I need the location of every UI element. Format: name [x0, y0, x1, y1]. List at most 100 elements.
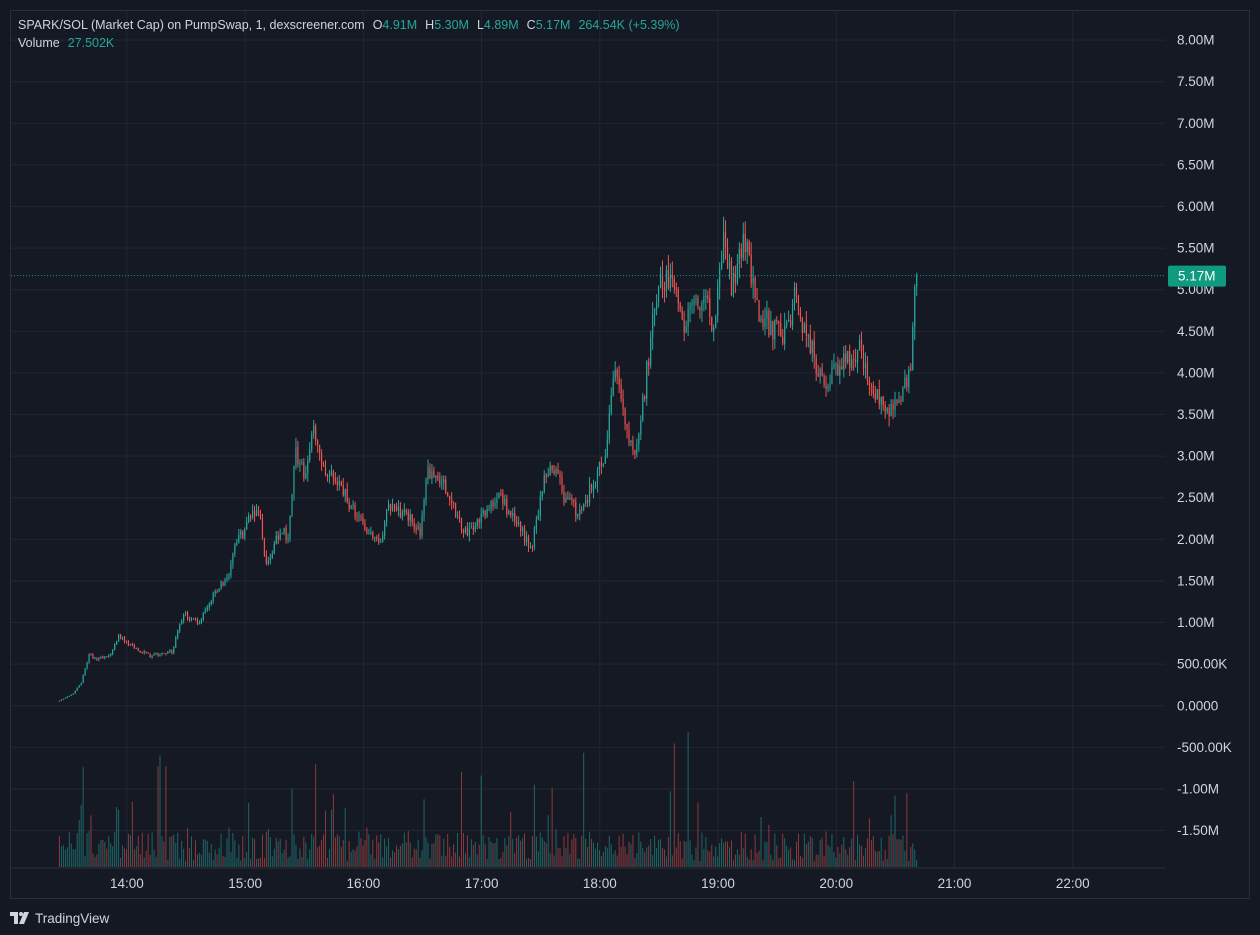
volume-bar: [414, 849, 415, 867]
candle-body: [146, 652, 147, 653]
volume-bar: [299, 848, 300, 867]
volume-bar: [889, 836, 890, 867]
volume-bar: [764, 842, 765, 867]
volume-bar: [565, 848, 566, 867]
candle-body: [668, 270, 669, 288]
candle-body: [358, 517, 359, 518]
candle-body: [347, 489, 348, 502]
candle-body: [496, 498, 497, 503]
volume-bar: [100, 840, 101, 867]
volume-bar: [270, 837, 271, 867]
volume-bar: [731, 841, 732, 867]
candle-body: [640, 421, 641, 434]
candle-body: [270, 558, 271, 560]
candle-body: [169, 651, 170, 652]
candle-body: [311, 434, 312, 449]
y-tick-label: 1.00M: [1177, 615, 1215, 630]
candle-body: [764, 318, 765, 326]
candle-body: [786, 322, 787, 326]
candle-body: [490, 501, 491, 508]
volume-bar: [831, 834, 832, 867]
x-tick-label: 18:00: [583, 876, 617, 891]
candle-body: [433, 471, 434, 478]
volume-bar: [686, 842, 687, 867]
candle-body: [282, 533, 283, 534]
candle-body: [459, 516, 460, 518]
volume-label[interactable]: Volume: [18, 36, 60, 50]
volume-bar: [881, 838, 882, 867]
candle-body: [63, 699, 64, 700]
volume-bar: [67, 847, 68, 867]
y-tick-label: 6.50M: [1177, 157, 1215, 172]
candle-body: [554, 470, 555, 473]
volume-bar: [869, 818, 870, 867]
volume-bar: [325, 811, 326, 867]
candle-body: [230, 564, 231, 576]
volume-bar: [378, 843, 379, 867]
volume-bar: [309, 849, 310, 867]
candle-body: [122, 637, 123, 638]
candle-body: [873, 386, 874, 394]
volume-bar: [660, 839, 661, 867]
candle-body: [818, 373, 819, 376]
candle-body: [745, 234, 746, 252]
volume-bar: [226, 838, 227, 867]
volume-bar: [307, 859, 308, 867]
volume-bar: [745, 833, 746, 867]
volume-bar: [654, 836, 655, 867]
candle-body: [220, 582, 221, 589]
y-tick-label: 1.50M: [1177, 573, 1215, 588]
time-axis[interactable]: 14:00 15:00 16:00 17:00 18:00 19:00 20:00 21:00…: [11, 868, 1165, 891]
candle-body: [329, 476, 330, 477]
volume-bar: [230, 852, 231, 867]
volume-bar: [364, 840, 365, 867]
volume-bar: [538, 851, 539, 867]
candle-body: [317, 441, 318, 445]
tradingview-logo-icon[interactable]: [10, 912, 30, 924]
candle-body: [682, 310, 683, 320]
low-label: L: [477, 18, 484, 32]
candle-body: [437, 476, 438, 479]
volume-bar: [526, 859, 527, 867]
price-axis[interactable]: 8.00M7.50M7.00M6.50M6.00M5.50M5.00M4.50M…: [1177, 33, 1232, 838]
candle-body: [674, 279, 675, 288]
volume-bar: [171, 836, 172, 867]
tradingview-brand[interactable]: TradingView: [35, 911, 109, 926]
volume-bar: [656, 848, 657, 867]
volume-bar: [674, 743, 675, 867]
candle-body: [839, 366, 840, 375]
candle-body: [865, 363, 866, 368]
volume-bar: [508, 836, 509, 867]
symbol-title[interactable]: SPARK/SOL (Market Cap) on PumpSwap, 1, d…: [18, 18, 365, 32]
chart-canvas[interactable]: 8.00M7.50M7.00M6.50M6.00M5.50M5.00M4.50M…: [0, 0, 1260, 935]
y-tick-label: 5.50M: [1177, 241, 1215, 256]
volume-bar: [487, 859, 488, 867]
volume-bar: [841, 845, 842, 867]
volume-bar: [483, 835, 484, 867]
candle-body: [741, 249, 742, 258]
volume-bar: [61, 846, 62, 867]
candle-body: [421, 515, 422, 536]
candle-body: [201, 619, 202, 623]
volume-bar: [207, 841, 208, 867]
candle-body: [416, 529, 417, 530]
volume-bar: [735, 855, 736, 867]
candle-body: [630, 440, 631, 442]
y-tick-label: 7.50M: [1177, 74, 1215, 89]
candle-body: [628, 429, 629, 442]
volume-bar: [248, 803, 249, 867]
candle-body: [701, 303, 702, 310]
volume-bar: [165, 766, 166, 867]
candle-body: [353, 505, 354, 506]
volume-bar: [650, 839, 651, 867]
candle-body: [847, 351, 848, 363]
volume-bar: [254, 839, 255, 867]
volume-bar: [305, 843, 306, 867]
candle-body: [591, 484, 592, 490]
candle-body: [644, 397, 645, 399]
volume-bar: [158, 767, 159, 867]
candle-body: [780, 323, 781, 337]
candle-body: [199, 623, 200, 624]
candle-body: [747, 241, 748, 252]
candle-body: [250, 516, 251, 518]
